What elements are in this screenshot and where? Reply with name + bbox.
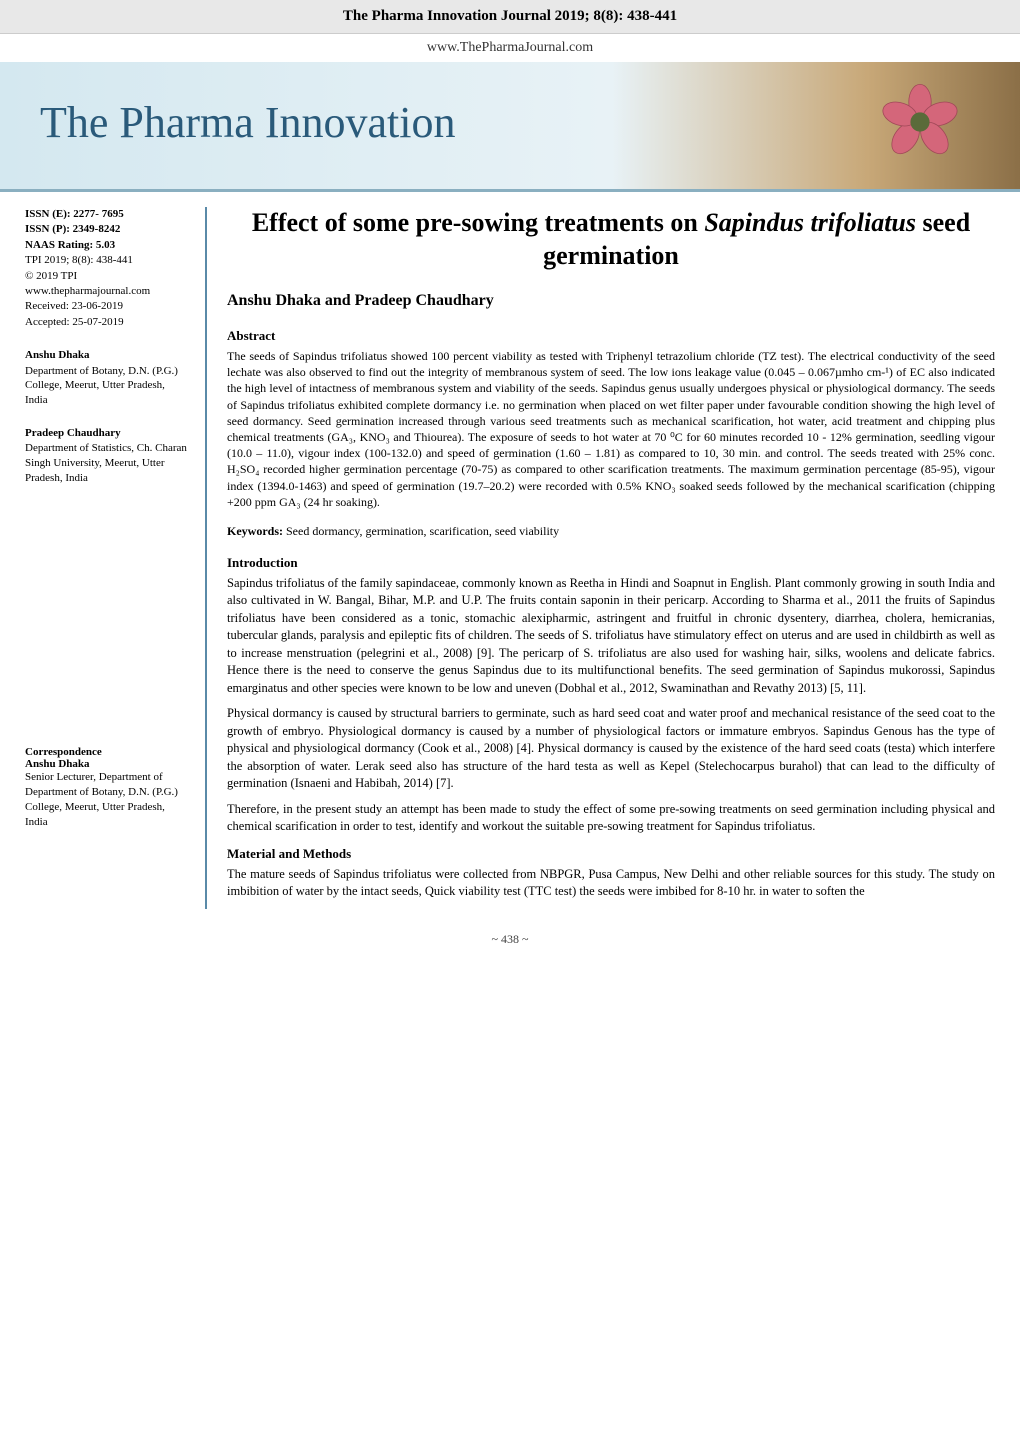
issn-p: ISSN (P): 2349-8242	[25, 222, 190, 237]
content-column: Effect of some pre-sowing treatments on …	[205, 207, 995, 909]
journal-header-bar: The Pharma Innovation Journal 2019; 8(8)…	[0, 0, 1020, 34]
author-1-name: Anshu Dhaka	[25, 348, 190, 363]
accepted-date: Accepted: 25-07-2019	[25, 315, 190, 330]
intro-para-2: Physical dormancy is caused by structura…	[227, 705, 995, 793]
issn-e: ISSN (E): 2277- 7695	[25, 207, 190, 222]
intro-para-3: Therefore, in the present study an attem…	[227, 801, 995, 836]
sidebar-meta-block: ISSN (E): 2277- 7695 ISSN (P): 2349-8242…	[25, 207, 190, 330]
keywords-line: Keywords: Seed dormancy, germination, sc…	[227, 524, 995, 539]
author-2-name: Pradeep Chaudhary	[25, 426, 190, 441]
correspondence-details: Senior Lecturer, Department of Departmen…	[25, 770, 190, 829]
correspondence-name: Anshu Dhaka	[25, 758, 190, 770]
sidebar-author-2: Pradeep Chaudhary Department of Statisti…	[25, 426, 190, 486]
abstract-heading: Abstract	[227, 328, 995, 344]
website-url: www.ThePharmaJournal.com	[427, 40, 593, 55]
sidebar: ISSN (E): 2277- 7695 ISSN (P): 2349-8242…	[25, 207, 205, 909]
authors-line: Anshu Dhaka and Pradeep Chaudhary	[227, 292, 995, 310]
title-italic: Sapindus trifoliatus	[704, 208, 916, 237]
title-part1: Effect of some pre-sowing treatments on	[252, 208, 705, 237]
introduction-heading: Introduction	[227, 555, 995, 571]
naas-rating: NAAS Rating: 5.03	[25, 238, 190, 253]
keywords-label: Keywords:	[227, 524, 283, 538]
abstract-text: The seeds of Sapindus trifoliatus showed…	[227, 348, 995, 510]
article-title: Effect of some pre-sowing treatments on …	[227, 207, 995, 272]
journal-url: www.thepharmajournal.com	[25, 284, 190, 299]
main-container: ISSN (E): 2277- 7695 ISSN (P): 2349-8242…	[0, 192, 1020, 924]
page-number: ~ 438 ~	[0, 924, 1020, 962]
copyright: © 2019 TPI	[25, 269, 190, 284]
intro-para-1: Sapindus trifoliatus of the family sapin…	[227, 575, 995, 698]
correspondence-heading: Correspondence	[25, 746, 190, 758]
methods-heading: Material and Methods	[227, 846, 995, 862]
tpi-citation: TPI 2019; 8(8): 438-441	[25, 253, 190, 268]
correspondence-block: Correspondence Anshu Dhaka Senior Lectur…	[25, 746, 190, 829]
author-1-affiliation: Department of Botany, D.N. (P.G.) Colleg…	[25, 364, 190, 409]
keywords-text: Seed dormancy, germination, scarificatio…	[283, 524, 559, 538]
banner-decoration	[740, 62, 1020, 192]
received-date: Received: 23-06-2019	[25, 299, 190, 314]
methods-para-1: The mature seeds of Sapindus trifoliatus…	[227, 866, 995, 901]
banner: The Pharma Innovation	[0, 62, 1020, 192]
banner-title: The Pharma Innovation	[40, 97, 455, 148]
flower-icon	[880, 82, 960, 162]
journal-header-text: The Pharma Innovation Journal 2019; 8(8)…	[343, 8, 677, 24]
author-2-affiliation: Department of Statistics, Ch. Charan Sin…	[25, 441, 190, 486]
sidebar-author-1: Anshu Dhaka Department of Botany, D.N. (…	[25, 348, 190, 408]
url-bar: www.ThePharmaJournal.com	[0, 34, 1020, 62]
